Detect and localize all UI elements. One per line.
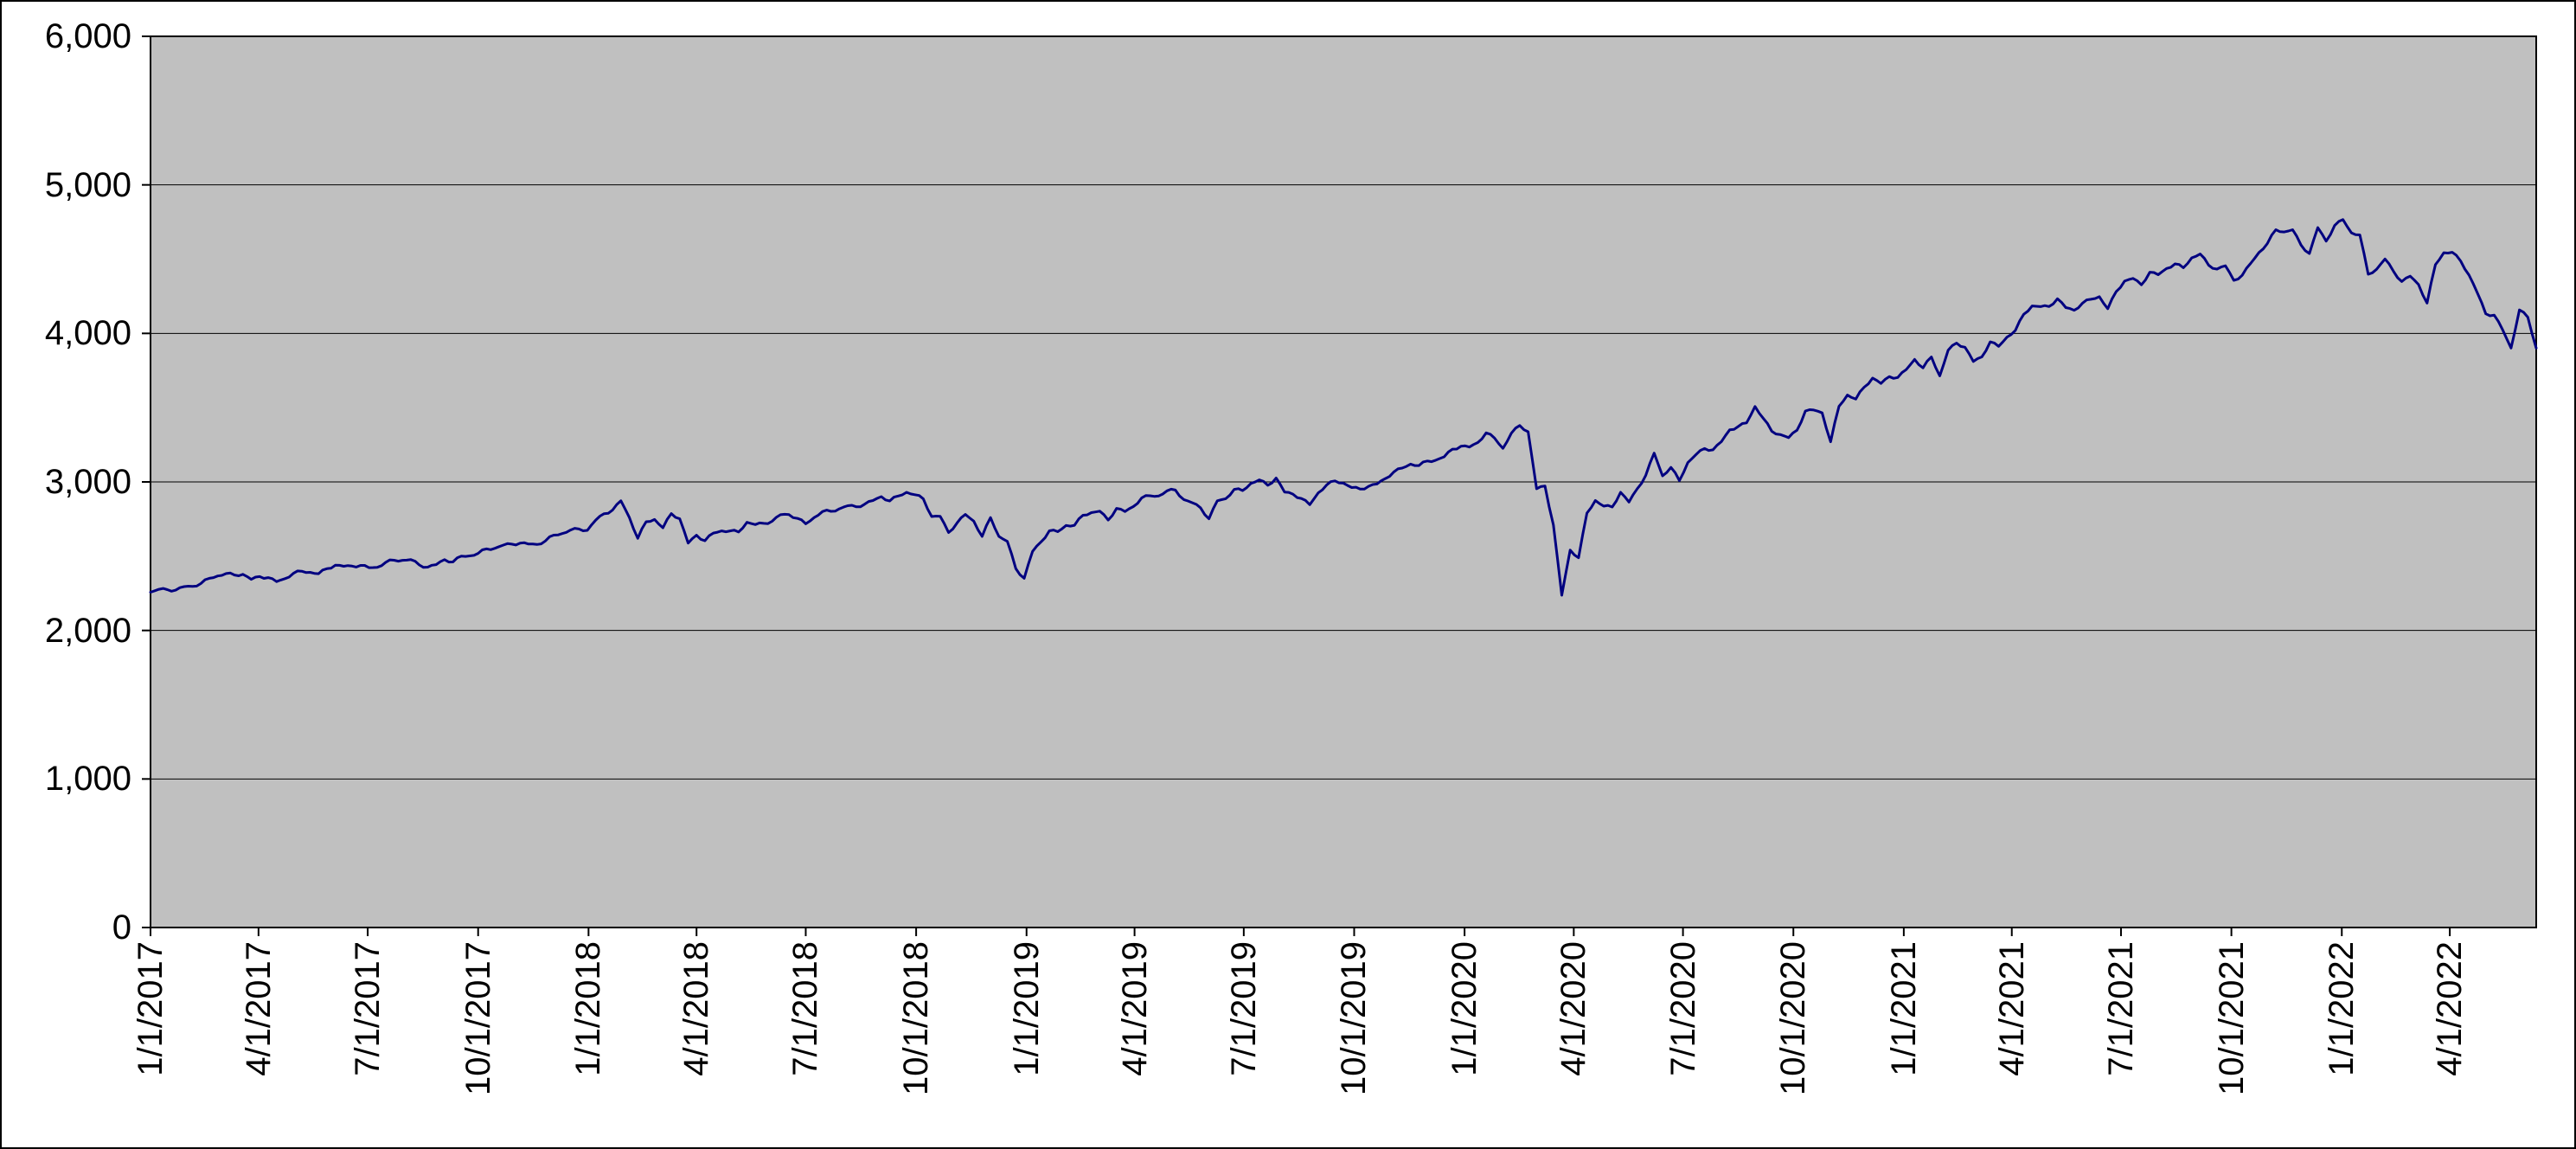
y-axis-tick-label: 2,000 [44,611,131,650]
x-axis-tick-label: 7/1/2017 [349,941,388,1076]
y-axis-tick-label: 4,000 [44,314,131,353]
y-axis-tick-label: 6,000 [44,17,131,55]
x-axis-tick-label: 4/1/2017 [239,941,278,1076]
x-axis-tick-label: 10/1/2021 [2212,941,2251,1095]
x-axis-tick-label: 1/1/2022 [2323,941,2361,1076]
x-axis-tick-label: 4/1/2020 [1554,941,1593,1076]
x-axis-tick-label: 7/1/2020 [1663,941,1702,1076]
x-axis-tick-label: 1/1/2018 [569,941,608,1076]
x-axis-tick-label: 1/1/2020 [1445,941,1484,1076]
x-axis-tick-label: 10/1/2018 [897,941,936,1095]
y-axis-tick-label: 3,000 [44,463,131,501]
y-axis-tick-label: 5,000 [44,165,131,204]
x-axis-tick-label: 1/1/2021 [1884,941,1923,1076]
x-axis-tick-label: 4/1/2021 [1992,941,2031,1076]
y-axis-tick-label: 1,000 [44,760,131,799]
x-axis-tick-label: 10/1/2017 [458,941,497,1095]
x-axis-tick-label: 10/1/2020 [1774,941,1813,1095]
x-axis-tick-label: 7/1/2021 [2101,941,2140,1076]
x-axis-tick-label: 1/1/2019 [1007,941,1046,1076]
axis-ticks [142,35,2451,936]
x-axis-tick-label: 4/1/2018 [677,941,716,1076]
x-axis-tick-label: 4/1/2022 [2431,941,2470,1076]
x-axis-tick-label: 10/1/2019 [1335,941,1374,1095]
price-line-series [149,218,2538,597]
x-axis-tick-label: 7/1/2019 [1224,941,1263,1076]
x-axis-tick-label: 4/1/2019 [1115,941,1154,1076]
plot-border [150,35,2537,928]
x-axis-tick-label: 1/1/2017 [131,941,170,1076]
x-axis-tick-label: 7/1/2018 [786,941,825,1076]
y-axis-tick-label: 0 [112,908,131,947]
